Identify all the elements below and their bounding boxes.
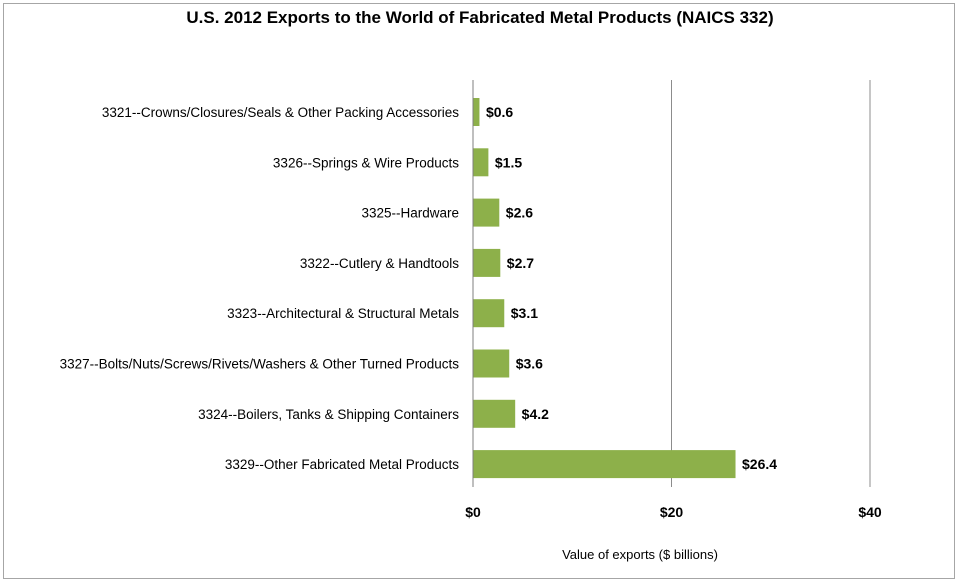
category-label: 3325--Hardware [361,206,459,221]
value-label: $4.2 [522,406,549,422]
category-label: 3329--Other Fabricated Metal Products [225,457,459,472]
tick-label: $20 [660,504,684,520]
bar [473,148,489,177]
value-label: $3.1 [511,305,538,321]
value-label: $3.6 [516,356,543,372]
value-labels: $0.6 $1.5 $2.6 $2.7 $3.1 $3.6 $4.2 $26.4 [486,104,777,472]
bar [473,248,501,277]
bar [473,399,516,428]
category-label: 3327--Bolts/Nuts/Screws/Rivets/Washers &… [60,357,460,372]
category-label: 3321--Crowns/Closures/Seals & Other Pack… [102,105,459,120]
value-label: $1.5 [495,154,522,170]
bar [473,450,736,479]
value-label: $0.6 [486,104,513,120]
value-label: $2.7 [507,255,534,271]
gridlines [472,80,871,487]
category-labels: 3321--Crowns/Closures/Seals & Other Pack… [60,105,460,472]
bars [473,98,736,479]
value-label: $26.4 [742,456,777,472]
tick-label: $40 [858,504,882,520]
tick-label: $0 [465,504,481,520]
category-label: 3322--Cutlery & Handtools [300,256,459,271]
chart-title: U.S. 2012 Exports to the World of Fabric… [186,8,774,27]
bar [473,349,510,378]
value-label: $2.6 [506,205,533,221]
category-label: 3324--Boilers, Tanks & Shipping Containe… [198,407,459,422]
tick-labels: $0 $20 $40 [465,504,882,520]
category-label: 3323--Architectural & Structural Metals [227,306,459,321]
bar [473,98,480,126]
x-axis-title: Value of exports ($ billions) [562,547,718,562]
bar [473,299,505,328]
category-label: 3326--Springs & Wire Products [273,155,459,170]
bar [473,198,500,227]
